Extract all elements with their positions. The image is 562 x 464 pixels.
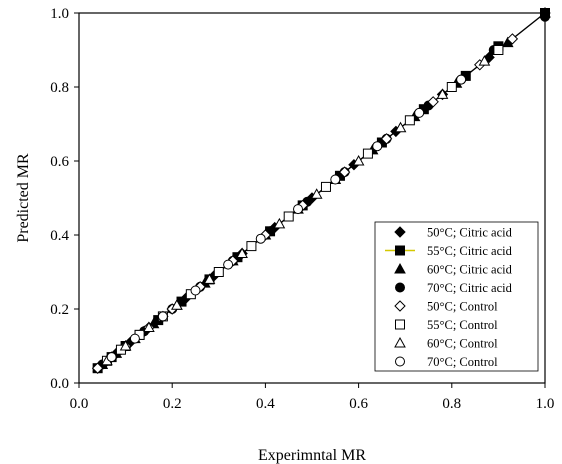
legend-item: 70°C; Control xyxy=(395,355,498,369)
legend-marker xyxy=(394,262,406,274)
x-tick-label: 0.6 xyxy=(349,396,368,412)
data-point xyxy=(380,133,393,145)
data-point xyxy=(273,217,286,229)
legend-item: 55°C; Control xyxy=(395,318,498,332)
legend-label: 55°C; Control xyxy=(427,318,498,332)
legend-item: 70°C; Citric acid xyxy=(395,281,513,295)
legend-marker xyxy=(395,282,405,293)
legend-item: 60°C; Control xyxy=(394,336,498,351)
data-point xyxy=(330,174,341,185)
data-point xyxy=(506,33,519,45)
legend-label: 50°C; Citric acid xyxy=(427,226,513,240)
data-point xyxy=(106,352,117,363)
data-point xyxy=(293,204,304,215)
y-tick-label: 0.6 xyxy=(50,154,69,170)
data-point xyxy=(338,166,351,178)
legend-label: 70°C; Control xyxy=(427,355,498,369)
data-point xyxy=(203,273,216,284)
x-axis-title: Experimntal MR xyxy=(258,447,366,464)
legend-marker xyxy=(395,319,405,330)
data-point xyxy=(236,247,248,258)
y-axis-title: Predicted MR xyxy=(15,153,32,243)
series-7 xyxy=(101,55,491,366)
data-point xyxy=(143,321,155,332)
data-point xyxy=(246,241,257,252)
data-point xyxy=(436,88,449,99)
y-tick-label: 0.4 xyxy=(50,228,69,244)
data-point xyxy=(190,285,201,296)
data-point xyxy=(310,188,323,199)
data-point xyxy=(171,299,183,310)
data-point xyxy=(213,267,224,277)
data-point xyxy=(414,107,425,118)
legend-item: 60°C; Citric acid xyxy=(394,262,513,277)
data-point xyxy=(372,141,383,152)
data-point xyxy=(283,211,294,222)
legend-label: 70°C; Citric acid xyxy=(427,281,513,295)
data-point xyxy=(404,115,415,126)
y-tick-label: 1.0 xyxy=(50,6,69,22)
data-point xyxy=(91,362,104,374)
series-8 xyxy=(106,74,467,363)
data-point xyxy=(129,333,140,344)
legend-item: 50°C; Control xyxy=(394,300,498,314)
y-tick-label: 0.8 xyxy=(50,80,69,96)
x-tick-label: 0.2 xyxy=(163,396,182,412)
x-tick-label: 1.0 xyxy=(536,396,555,412)
data-point xyxy=(427,96,439,108)
data-point xyxy=(394,121,407,133)
legend-marker xyxy=(394,300,406,312)
x-tick-label: 0.8 xyxy=(442,396,461,412)
data-point xyxy=(478,55,491,66)
data-point xyxy=(157,311,168,322)
data-point xyxy=(119,339,132,351)
data-point xyxy=(255,233,266,244)
legend-item: 50°C; Citric acid xyxy=(394,226,513,240)
data-point xyxy=(493,45,504,55)
legend: 50°C; Citric acid 55°C; Citric acid 60°C; … xyxy=(374,221,539,372)
legend-marker xyxy=(395,356,405,367)
legend-marker xyxy=(394,226,406,238)
legend-label: 60°C; Control xyxy=(427,337,498,351)
legend-label: 50°C; Control xyxy=(427,300,498,314)
x-tick-label: 0.0 xyxy=(70,396,89,412)
legend-marker xyxy=(394,336,406,348)
data-point xyxy=(446,82,457,92)
x-tick-label: 0.4 xyxy=(256,396,275,412)
data-points-layer xyxy=(91,6,551,374)
legend-label: 60°C; Citric acid xyxy=(427,263,513,277)
data-point xyxy=(352,154,365,166)
legend-item: 55°C; Citric acid xyxy=(385,244,513,258)
data-point xyxy=(223,259,234,270)
data-point xyxy=(456,74,467,85)
data-point xyxy=(362,148,373,159)
y-tick-label: 0.2 xyxy=(50,302,69,318)
axis-ticks: 0.0 0.2 0.4 0.6 0.8 1.0 0.0 0.2 0.4 0.6 0.8 1.0 xyxy=(50,6,554,412)
legend-marker xyxy=(395,245,405,256)
plot-area xyxy=(78,12,546,384)
y-tick-label: 0.0 xyxy=(50,376,69,392)
data-point xyxy=(320,181,331,192)
legend-label: 55°C; Citric acid xyxy=(427,244,513,258)
